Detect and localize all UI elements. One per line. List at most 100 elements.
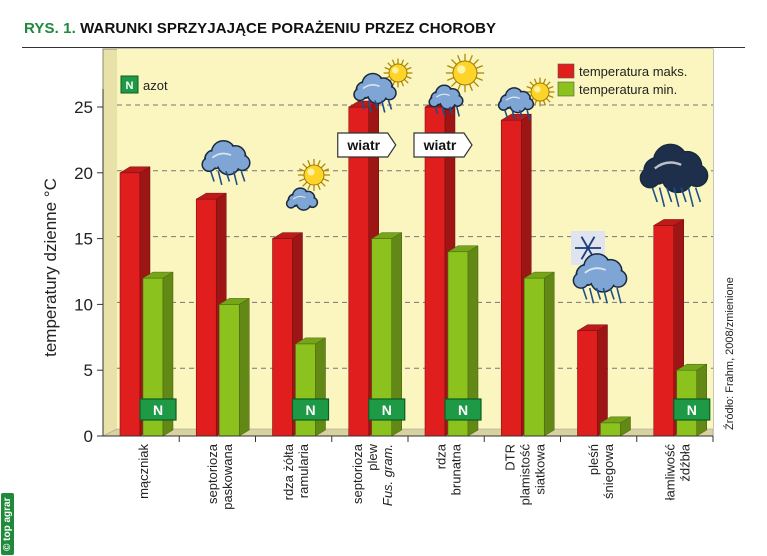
nitrogen-badge: N xyxy=(673,398,711,421)
x-tick-label: DTR xyxy=(502,444,517,471)
rain-drop xyxy=(673,187,680,207)
bar-min xyxy=(142,271,174,437)
legend-item: temperatura maks. xyxy=(557,63,687,79)
sun-shine xyxy=(457,65,466,74)
cloud-fill xyxy=(453,96,462,106)
cloud-highlight xyxy=(584,267,607,274)
bar-max xyxy=(500,113,533,437)
x-tick-label: septorioza xyxy=(350,443,365,504)
rain-drop xyxy=(595,287,602,300)
sun-shine xyxy=(307,168,315,176)
x-tick-label: mączniak xyxy=(136,444,151,499)
x-tick-label: paskowana xyxy=(220,443,235,510)
bar-min xyxy=(523,271,556,437)
cloud-fill xyxy=(287,200,295,207)
sun-disc xyxy=(303,164,325,186)
bar-min-top xyxy=(675,363,708,371)
cloud-fill xyxy=(663,162,692,192)
rain-drop xyxy=(588,287,595,304)
rain-drop xyxy=(658,187,666,207)
y-tick-label: 20 xyxy=(74,164,93,183)
snow-cloud-icon xyxy=(572,253,628,293)
bar-min-side xyxy=(544,271,555,437)
snow-arm xyxy=(587,236,596,249)
cloud-fill xyxy=(610,271,626,286)
sun-rain-cloud-icon xyxy=(428,84,464,110)
title-divider xyxy=(22,47,745,48)
wind-tag-arrow xyxy=(337,132,397,158)
sun-shine xyxy=(392,67,399,74)
bar-min-front xyxy=(295,343,316,437)
x-tick-label: brunatna xyxy=(449,443,464,495)
bar-max-top xyxy=(119,166,151,174)
cloud-fill xyxy=(574,274,588,287)
sun-shine xyxy=(534,86,541,93)
nitrogen-badge: N xyxy=(139,398,177,421)
nitrogen-badge-box xyxy=(368,398,406,421)
x-tick-label: rdza żółta xyxy=(281,443,296,500)
cloud-fill xyxy=(308,198,317,207)
cloud-highlight xyxy=(505,96,520,101)
x-tick-label: ramularia xyxy=(296,443,311,498)
cloud-highlight xyxy=(211,152,232,159)
heavy-rain-cloud-icon-drops xyxy=(651,187,702,207)
rain-drop xyxy=(511,109,516,121)
nitrogen-badge-label: N xyxy=(153,402,163,418)
wind-tag-label: wiatr xyxy=(423,137,457,153)
cloud-fill xyxy=(641,169,659,187)
bar-min xyxy=(218,297,251,437)
sun-icon xyxy=(298,159,330,191)
rain-drop xyxy=(456,106,460,117)
bar-max-front xyxy=(195,198,217,437)
bar-min-side xyxy=(315,337,326,437)
bar-min xyxy=(599,416,632,437)
rain-drop xyxy=(240,171,246,182)
bar-max-top xyxy=(652,219,685,226)
snow-cloud-icon-drops xyxy=(582,287,622,304)
bar-max-front xyxy=(500,119,522,437)
cloud-fill xyxy=(368,85,386,103)
brand-logo: © top agrar xyxy=(1,493,14,555)
bar-max-front xyxy=(272,238,293,437)
wind-tag-arrow xyxy=(413,132,473,158)
sun-rain-cloud-icon xyxy=(353,72,397,105)
bar-min-top xyxy=(218,298,251,305)
rain-drop xyxy=(609,287,615,300)
rain-drop xyxy=(582,287,588,300)
rain-drop xyxy=(602,287,608,304)
rain-drop xyxy=(448,106,453,115)
sun-cloud-icon xyxy=(285,187,319,211)
nitrogen-badge-box xyxy=(673,398,711,421)
nitrogen-badge-label: N xyxy=(305,402,315,418)
bar-min-front xyxy=(218,304,240,437)
nitrogen-badge-box xyxy=(139,398,177,421)
y-tick-label: 0 xyxy=(84,427,93,446)
bar-max-front xyxy=(577,330,598,437)
x-tick-label: źdźbła xyxy=(677,443,692,481)
y-tick-label: 15 xyxy=(74,230,93,249)
x-tick-label: Fus. gram. xyxy=(380,444,395,506)
y-tick-label: 5 xyxy=(84,361,93,380)
rain-drop xyxy=(374,100,379,110)
x-tick-label: septorioza xyxy=(205,443,220,504)
snow-arm xyxy=(580,236,589,249)
x-tick-label: siatkowa xyxy=(532,443,547,494)
y-tick-label: 25 xyxy=(74,98,93,117)
sun-disc xyxy=(530,82,550,102)
cloud-fill xyxy=(355,89,365,100)
bar-min-top xyxy=(599,416,632,424)
figure-title: RYS. 1. WARUNKI SPRZYJAJĄCE PORAŻENIU PR… xyxy=(24,20,496,37)
sun-rain-cloud-icon-drops xyxy=(504,109,531,121)
x-tick-label: łamliwość xyxy=(662,444,677,501)
y-tick-label: 10 xyxy=(74,295,93,314)
legend-swatch xyxy=(557,63,575,79)
bar-max-front xyxy=(653,225,675,437)
cloud-fill xyxy=(430,98,438,106)
rain-drop xyxy=(504,109,509,118)
nitrogen-badge: N xyxy=(444,398,482,421)
nitrogen-badge-label: N xyxy=(458,402,468,418)
cloud-fill xyxy=(441,94,455,108)
rain-drop xyxy=(518,109,523,118)
legend-item: temperatura min. xyxy=(557,81,677,97)
